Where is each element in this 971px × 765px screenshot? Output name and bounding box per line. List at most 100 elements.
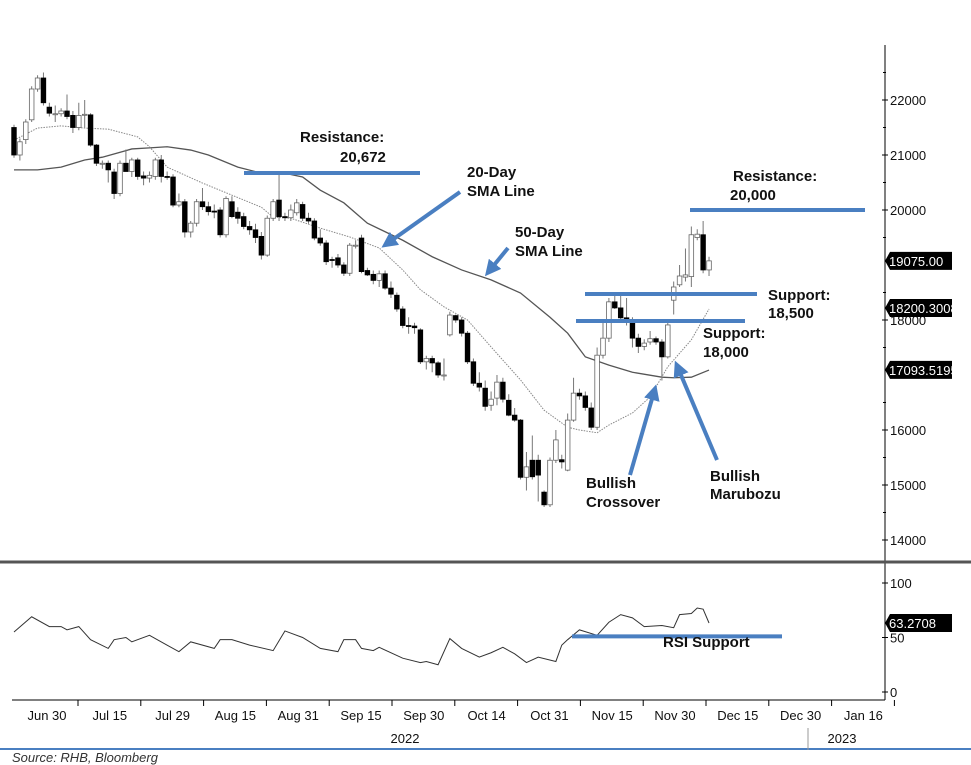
candle [482, 380, 488, 411]
candle [588, 402, 594, 430]
candle-body-up [223, 198, 229, 236]
candle-body-down [582, 395, 589, 408]
candle-body-up [553, 439, 559, 461]
sma20-tag-bg [885, 299, 952, 317]
candle-body-down [335, 257, 341, 266]
sma20-label-2: SMA Line [467, 183, 535, 200]
candle-body-down [541, 491, 547, 506]
candle [535, 454, 541, 502]
candle [435, 361, 441, 378]
candle [129, 157, 135, 177]
candle-body-up [176, 201, 182, 206]
candle-body-up [129, 159, 135, 172]
candle-body-down [299, 204, 306, 219]
candle-body-down [140, 175, 147, 179]
candle [676, 265, 683, 287]
candle [394, 292, 400, 312]
candle-body-down [429, 358, 435, 364]
candle [205, 201, 212, 216]
candle-body-down [311, 220, 318, 239]
candle-body-down [341, 264, 347, 274]
candle [488, 391, 494, 411]
candle [376, 270, 382, 287]
candle [511, 408, 518, 422]
crossover-arrow [628, 384, 660, 476]
candle [564, 413, 571, 472]
candle-body-up [423, 358, 429, 363]
support-2-value: 18,000 [703, 344, 749, 361]
candle-body-down [64, 110, 70, 117]
candle [282, 212, 288, 221]
candle [40, 72, 47, 106]
candle-body-up [28, 88, 35, 121]
candle [659, 339, 665, 381]
candle [405, 317, 412, 334]
candle-body-down [164, 176, 170, 178]
candle [653, 336, 659, 345]
candle [547, 457, 553, 507]
candle [64, 94, 70, 120]
sma20-line [13, 125, 710, 434]
candle-body-down [659, 341, 665, 358]
candle [235, 207, 241, 224]
sma20-tag: 18200.3008 [889, 301, 958, 316]
candle-body-down [323, 242, 329, 263]
candle [429, 355, 435, 373]
candle-body-up [58, 110, 64, 115]
date-tick-label: Oct 14 [467, 708, 505, 723]
candle [58, 108, 64, 117]
candle-body-up [17, 141, 23, 156]
candle [706, 256, 712, 276]
candle [335, 254, 341, 268]
candle [117, 160, 123, 197]
candle [11, 124, 17, 158]
candle [453, 314, 459, 323]
candle-body-down [394, 294, 400, 310]
candle [447, 311, 453, 337]
rsi-tag-bg [885, 614, 952, 633]
candle [364, 267, 371, 276]
candle-body-down [482, 387, 488, 407]
candle-body-down [476, 382, 483, 388]
candle-body-down [87, 114, 94, 146]
sma50-label-2: SMA Line [515, 243, 583, 260]
price-tick-label: 20000 [890, 203, 926, 218]
close-tag-bg [885, 251, 952, 270]
candle [600, 320, 606, 359]
candle [500, 377, 506, 403]
rsi-tick-label: 50 [890, 631, 904, 646]
candle-body-up [676, 275, 683, 286]
candle-body-down [458, 319, 465, 334]
candle-body-down [370, 273, 376, 281]
candle [93, 144, 100, 166]
candle-body-down [400, 308, 406, 326]
candle [323, 240, 329, 265]
candle [400, 306, 406, 329]
candle [241, 212, 247, 230]
candle [529, 435, 536, 480]
candle [111, 168, 117, 199]
candle [70, 111, 76, 133]
candle-body-down [182, 201, 188, 233]
candle [105, 160, 111, 183]
candle-body-down [653, 338, 659, 343]
candle-body-down [700, 234, 706, 271]
candle-body-down [276, 199, 282, 218]
candle [423, 355, 429, 370]
candle-body-down [11, 127, 17, 156]
year-label: 2023 [828, 731, 857, 746]
candle-body-up [647, 338, 653, 343]
candle-body-down [258, 235, 265, 256]
candle [146, 171, 153, 183]
candle-body-down [252, 229, 259, 238]
date-tick-label: Dec 30 [780, 708, 821, 723]
candle-body-down [506, 399, 512, 416]
candle [199, 188, 206, 210]
candle [647, 331, 653, 345]
candle [670, 281, 677, 315]
candle [417, 328, 424, 364]
candle [81, 100, 88, 128]
candle [28, 86, 35, 122]
candle [506, 394, 512, 417]
